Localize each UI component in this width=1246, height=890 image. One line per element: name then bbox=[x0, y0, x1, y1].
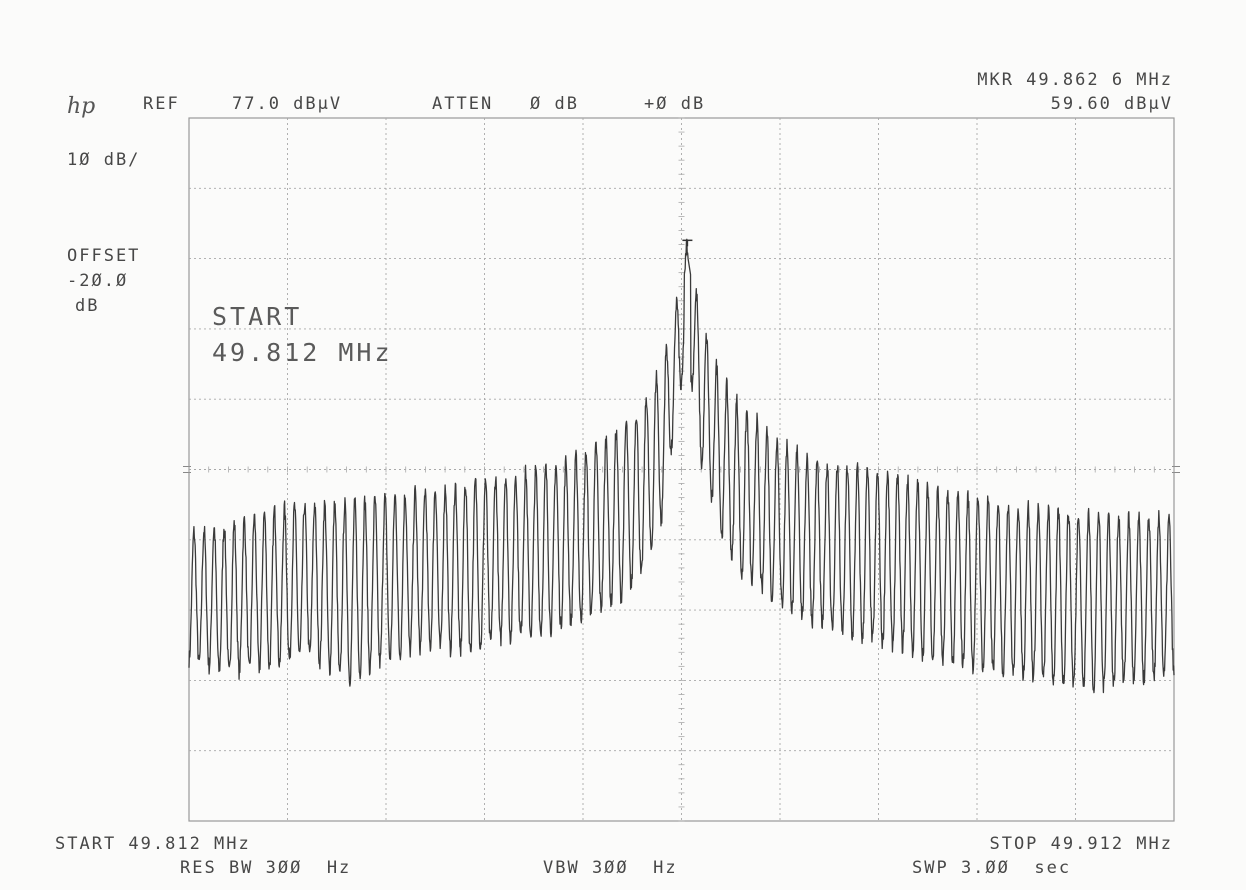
start-frequency: START 49.812 MHz bbox=[55, 834, 251, 854]
atten-extra-value: +Ø dB bbox=[644, 94, 706, 114]
start-annotation-frequency: 49.812 MHz bbox=[212, 338, 393, 367]
video-bandwidth: VBW 3ØØ Hz bbox=[543, 858, 678, 878]
resolution-bandwidth: RES BW 3ØØ Hz bbox=[180, 858, 352, 878]
ref-level-value: 77.0 dBµV bbox=[232, 94, 343, 114]
atten-value: Ø dB bbox=[530, 94, 579, 114]
sweep-time: SWP 3.ØØ sec bbox=[912, 858, 1072, 878]
hp-logo: hp bbox=[67, 94, 96, 119]
marker-level: 59.60 dBµV bbox=[1050, 94, 1173, 114]
scale-per-division: 1Ø dB/ bbox=[67, 150, 141, 170]
atten-label: ATTEN bbox=[432, 94, 494, 114]
start-annotation-label: START bbox=[212, 302, 303, 331]
marker-symbol bbox=[682, 239, 693, 247]
offset-label: OFFSET bbox=[67, 246, 141, 266]
offset-unit: dB bbox=[75, 296, 100, 316]
offset-value: -2Ø.Ø bbox=[67, 271, 129, 291]
center-ticks bbox=[188, 117, 1175, 822]
marker-frequency: MKR 49.862 6 MHz bbox=[977, 70, 1173, 90]
ref-label: REF bbox=[143, 94, 180, 114]
spectrum-trace bbox=[188, 238, 1175, 694]
stop-frequency: STOP 49.912 MHz bbox=[989, 834, 1173, 854]
